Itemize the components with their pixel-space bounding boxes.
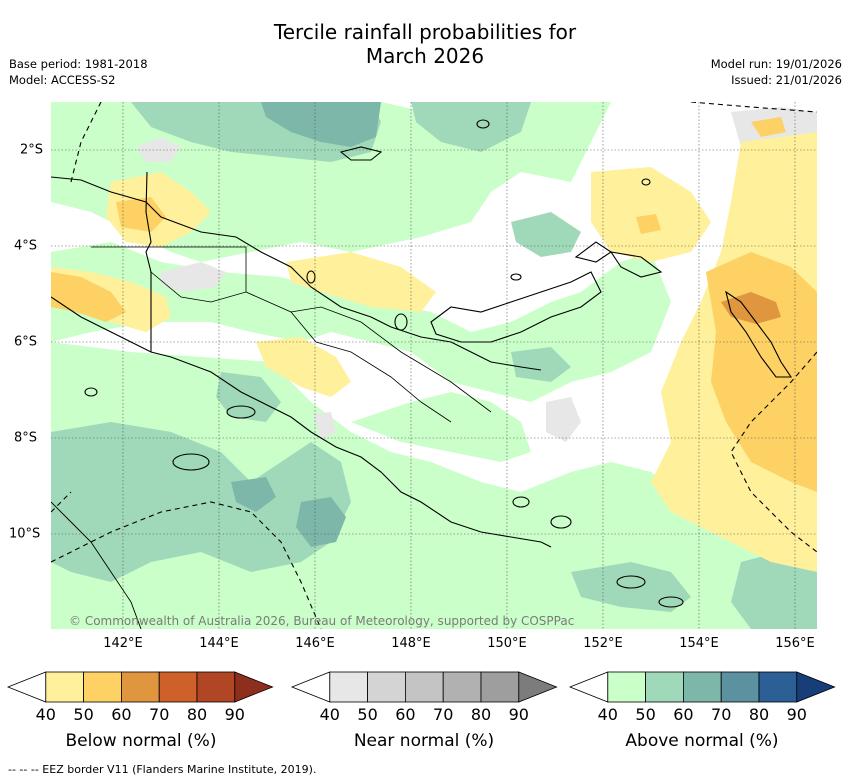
colorbar-above-high-extend <box>796 671 836 703</box>
colorbar-above-tick: 50 <box>635 705 656 724</box>
lat-label-8s: 8°S <box>14 430 38 446</box>
lon-label-144: 144°E <box>199 636 239 651</box>
colorbar-above-segment-4 <box>720 671 760 703</box>
colorbar-above-low-extend <box>568 671 609 703</box>
colorbar-above-segment-3 <box>683 671 722 703</box>
colorbar-below-tick: 50 <box>73 705 94 724</box>
colorbar-below-segment-2 <box>83 671 122 703</box>
graticule <box>51 102 817 629</box>
colorbar-above-tick: 90 <box>786 705 807 724</box>
lon-label-152: 152°E <box>583 636 623 651</box>
map-title: Tercile rainfall probabilities for March… <box>0 20 850 68</box>
probability-map <box>51 102 817 629</box>
colorbar-below-label: Below normal (%) <box>65 731 217 751</box>
colorbar-below-high-extend <box>234 671 274 703</box>
lon-label-146: 146°E <box>295 636 335 651</box>
colorbar-near-segment-3 <box>404 671 444 703</box>
colorbar-near-tick: 60 <box>395 705 416 724</box>
title-line-1: Tercile rainfall probabilities for <box>273 20 577 44</box>
colorbar-below-segment-3 <box>121 671 160 703</box>
colorbar-below-tick: 70 <box>149 705 170 724</box>
lat-label-10s: 10°S <box>9 526 41 542</box>
issued-date: Issued: 21/01/2026 <box>731 73 842 87</box>
lon-label-154: 154°E <box>679 636 719 651</box>
colorbar-below-segment-4 <box>158 671 198 703</box>
lat-label-4s: 4°S <box>14 238 38 254</box>
colorbar-near-segment-2 <box>367 671 406 703</box>
colorbar-above-segment-1 <box>607 671 646 703</box>
colorbar-below-tick: 40 <box>35 705 56 724</box>
colorbar-below-tick: 80 <box>186 705 208 724</box>
lon-label-156: 156°E <box>775 636 815 651</box>
colorbar-near-segment-5 <box>480 671 520 703</box>
lon-label-150: 150°E <box>487 636 527 651</box>
base-period: Base period: 1981-2018 <box>9 57 148 71</box>
below-normal-60-70-zones <box>721 292 781 324</box>
colorbar-near-segment-1 <box>329 671 368 703</box>
colorbar-below-low-extend <box>6 671 47 703</box>
lat-label-6s: 6°S <box>14 334 38 350</box>
coastlines <box>51 119 793 629</box>
colorbar-above-tick: 60 <box>673 705 694 724</box>
colorbar-near-label: Near normal (%) <box>353 731 495 751</box>
colorbar-near-tick: 80 <box>470 705 492 724</box>
model-run: Model run: 19/01/2026 <box>710 57 842 71</box>
lon-label-148: 148°E <box>391 636 431 651</box>
colorbar-below-tick: 60 <box>111 705 132 724</box>
meta-right: Model run: 19/01/2026 Issued: 21/01/2026 <box>711 56 842 88</box>
colorbar-near-tick: 70 <box>433 705 454 724</box>
title-line-2: March 2026 <box>365 44 485 68</box>
eez-footnote: -- -- -- EEZ border V11 (Flanders Marine… <box>8 763 317 776</box>
colorbar-below-tick: 90 <box>224 705 245 724</box>
colorbar-above-segment-2 <box>645 671 684 703</box>
colorbar-above-tick: 80 <box>748 705 770 724</box>
colorbar-above-segment-5 <box>758 671 798 703</box>
eez-borders <box>51 102 817 629</box>
colorbar-above-label: Above normal (%) <box>625 731 779 751</box>
colorbar-near-tick: 40 <box>319 705 340 724</box>
model-name: Model: ACCESS-S2 <box>9 73 116 87</box>
colorbar-below-segment-1 <box>45 671 84 703</box>
colorbar-near-tick: 50 <box>357 705 378 724</box>
lon-label-142: 142°E <box>103 636 143 651</box>
colorbar-above-tick: 70 <box>711 705 732 724</box>
colorbar-near-segment-4 <box>442 671 482 703</box>
above-normal-60-70-zones <box>231 102 381 547</box>
colorbar-near-tick: 90 <box>508 705 529 724</box>
lat-label-2s: 2°S <box>20 142 44 158</box>
meta-left: Base period: 1981-2018 Model: ACCESS-S2 <box>9 56 148 88</box>
copyright-credit: © Commonwealth of Australia 2026, Bureau… <box>69 614 575 628</box>
colorbar-above-tick: 40 <box>597 705 618 724</box>
colorbars <box>6 671 836 703</box>
colorbar-below-segment-5 <box>196 671 236 703</box>
colorbar-near-high-extend <box>518 671 558 703</box>
colorbar-near-low-extend <box>290 671 331 703</box>
